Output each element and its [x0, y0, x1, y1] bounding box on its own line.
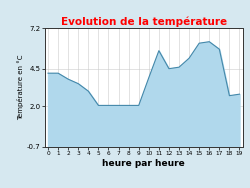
Y-axis label: Température en °C: Température en °C: [17, 55, 24, 120]
X-axis label: heure par heure: heure par heure: [102, 159, 185, 168]
Title: Evolution de la température: Evolution de la température: [61, 17, 227, 27]
